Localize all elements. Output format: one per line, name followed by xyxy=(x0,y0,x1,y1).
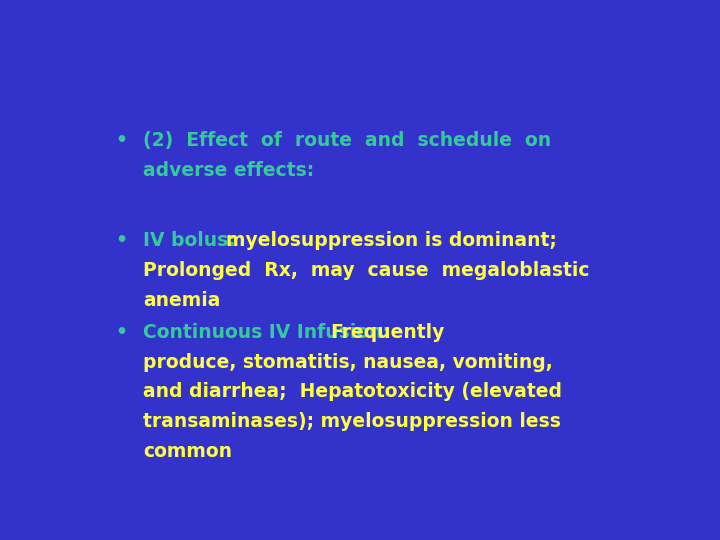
Text: •: • xyxy=(115,231,127,250)
Text: IV bolus:: IV bolus: xyxy=(143,231,242,250)
Text: •: • xyxy=(115,131,127,150)
Text: produce, stomatitis, nausea, vomiting,: produce, stomatitis, nausea, vomiting, xyxy=(143,353,553,372)
Text: and diarrhea;  Hepatotoxicity (elevated: and diarrhea; Hepatotoxicity (elevated xyxy=(143,382,562,401)
Text: •: • xyxy=(115,322,127,342)
Text: Continuous IV Infusion:: Continuous IV Infusion: xyxy=(143,322,397,342)
Text: common: common xyxy=(143,442,232,461)
Text: (2)  Effect  of  route  and  schedule  on: (2) Effect of route and schedule on xyxy=(143,131,551,150)
Text: adverse effects:: adverse effects: xyxy=(143,161,314,180)
Text: anemia: anemia xyxy=(143,291,220,310)
Text: myelosuppression is dominant;: myelosuppression is dominant; xyxy=(225,231,557,250)
Text: Frequently: Frequently xyxy=(330,322,444,342)
Text: Prolonged  Rx,  may  cause  megaloblastic: Prolonged Rx, may cause megaloblastic xyxy=(143,261,590,280)
Text: transaminases); myelosuppression less: transaminases); myelosuppression less xyxy=(143,413,561,431)
